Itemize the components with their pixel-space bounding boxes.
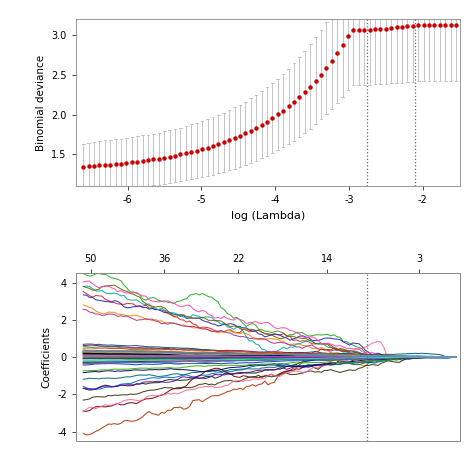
X-axis label: log (Lambda): log (Lambda) <box>231 211 305 221</box>
Y-axis label: Coefficients: Coefficients <box>42 326 52 388</box>
Y-axis label: Binomial deviance: Binomial deviance <box>36 55 46 151</box>
